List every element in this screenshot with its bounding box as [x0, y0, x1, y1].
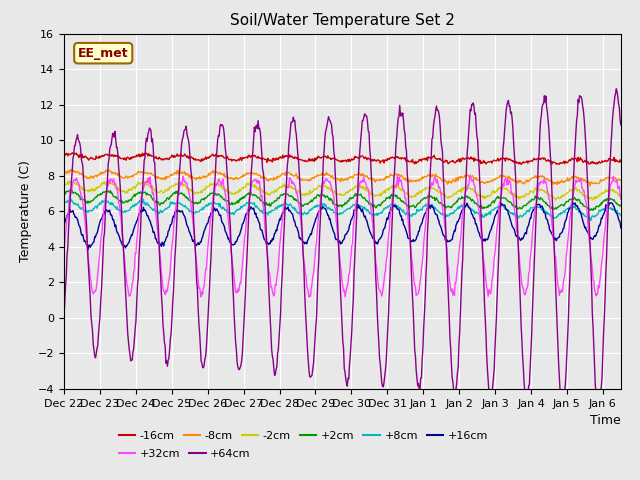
X-axis label: Time: Time: [590, 414, 621, 427]
Title: Soil/Water Temperature Set 2: Soil/Water Temperature Set 2: [230, 13, 455, 28]
Legend: +32cm, +64cm: +32cm, +64cm: [114, 444, 255, 463]
Text: EE_met: EE_met: [78, 47, 129, 60]
Y-axis label: Temperature (C): Temperature (C): [19, 160, 32, 262]
